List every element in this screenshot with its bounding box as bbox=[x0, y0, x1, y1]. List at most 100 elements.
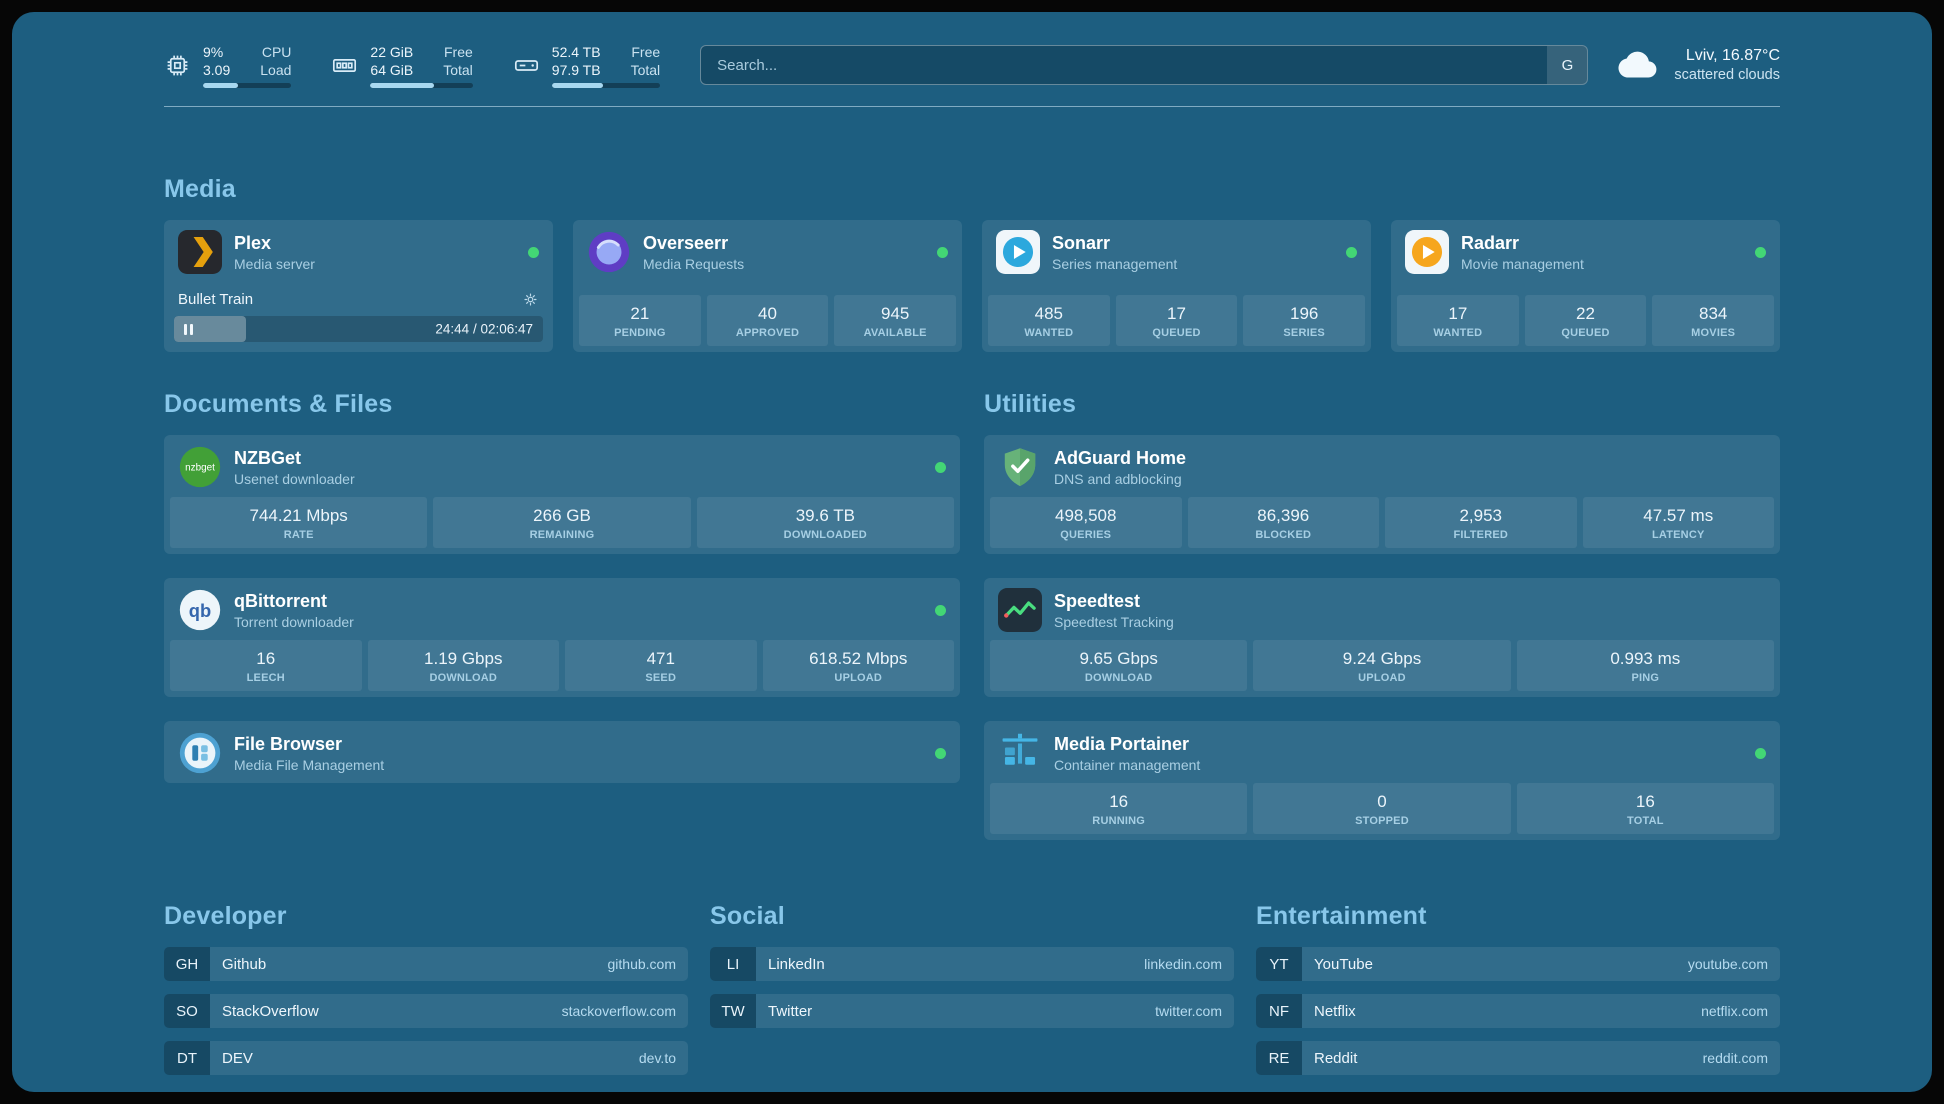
nzbget-card: nzbget NZBGet Usenet downloader 744.21 M… bbox=[164, 435, 960, 554]
search-bar: G bbox=[700, 45, 1589, 85]
stat-latency: 47.57 ms LATENCY bbox=[1582, 497, 1774, 548]
bookmark-name: Twitter bbox=[768, 1002, 813, 1020]
portainer-icon bbox=[998, 731, 1042, 775]
svg-text:nzbget: nzbget bbox=[185, 463, 215, 474]
gear-icon[interactable] bbox=[522, 291, 539, 308]
bookmark-domain: linkedin.com bbox=[1144, 956, 1222, 972]
sonarr-service-link[interactable]: Sonarr Series management bbox=[982, 220, 1371, 282]
radarr-service-link[interactable]: Radarr Movie management bbox=[1391, 220, 1780, 282]
playback-progress-bar[interactable]: 24:44 / 02:06:47 bbox=[174, 316, 543, 342]
bookmarks-developer: Developer GH Github github.com SO StackO… bbox=[164, 902, 688, 1075]
weather-widget[interactable]: Lviv, 16.87°C scattered clouds bbox=[1616, 42, 1780, 88]
stat-wanted: 17 WANTED bbox=[1397, 295, 1519, 346]
bookmark-netflix[interactable]: NF Netflix netflix.com bbox=[1256, 994, 1780, 1028]
bookmark-domain: youtube.com bbox=[1687, 956, 1768, 972]
stat-download: 1.19 Gbps DOWNLOAD bbox=[367, 640, 559, 691]
stat-rate: 744.21 Mbps RATE bbox=[170, 497, 428, 548]
bookmark-body: StackOverflow stackoverflow.com bbox=[210, 994, 688, 1028]
stat-queued: 22 QUEUED bbox=[1524, 295, 1647, 346]
portainer-stats: 16 RUNNING 0 STOPPED 16 TOTAL bbox=[984, 783, 1780, 840]
qbittorrent-icon: qb bbox=[178, 588, 222, 632]
bookmarks-title-entertainment: Entertainment bbox=[1256, 902, 1427, 930]
stat-downloaded: 39.6 TB DOWNLOADED bbox=[696, 497, 954, 548]
sonarr-card: Sonarr Series management 485 WANTED 17 Q… bbox=[982, 220, 1371, 352]
bookmark-name: StackOverflow bbox=[222, 1002, 319, 1020]
nzbget-service-link[interactable]: nzbget NZBGet Usenet downloader bbox=[164, 435, 960, 497]
plex-now-playing: Bullet Train bbox=[164, 291, 553, 352]
bookmark-reddit[interactable]: RE Reddit reddit.com bbox=[1256, 1041, 1780, 1075]
section-title-media: Media bbox=[164, 175, 236, 203]
stat-leech: 16 LEECH bbox=[170, 640, 362, 691]
playback-progress-fill bbox=[174, 316, 246, 342]
bookmark-abbr: LI bbox=[710, 947, 756, 981]
service-name: NZBGet bbox=[234, 448, 301, 468]
bookmark-body: YouTube youtube.com bbox=[1302, 947, 1780, 981]
stat-blocked: 86,396 BLOCKED bbox=[1187, 497, 1379, 548]
overseerr-icon bbox=[587, 230, 631, 274]
radarr-stats: 17 WANTED 22 QUEUED 834 MOVIES bbox=[1391, 295, 1780, 352]
bookmark-body: LinkedIn linkedin.com bbox=[756, 947, 1234, 981]
bookmark-abbr: YT bbox=[1256, 947, 1302, 981]
service-subtitle: Media Requests bbox=[643, 256, 745, 272]
memory-progress-fill bbox=[370, 82, 434, 88]
memory-widget: 22 GiB Free 64 GiB Total bbox=[331, 43, 473, 88]
service-subtitle: Speedtest Tracking bbox=[1054, 614, 1174, 630]
stat-pending: 21 PENDING bbox=[579, 295, 701, 346]
bookmark-dev[interactable]: DT DEV dev.to bbox=[164, 1041, 688, 1075]
memory-icon bbox=[331, 52, 358, 79]
adguard-service-link[interactable]: AdGuard Home DNS and adblocking bbox=[984, 435, 1780, 497]
qbittorrent-card: qb qBittorrent Torrent downloader 16 LEE… bbox=[164, 578, 960, 697]
stat-running: 16 RUNNING bbox=[990, 783, 1248, 834]
service-name: Speedtest bbox=[1054, 591, 1141, 611]
plex-card: Plex Media server Bullet Train bbox=[164, 220, 553, 352]
overseerr-service-link[interactable]: Overseerr Media Requests bbox=[573, 220, 962, 282]
speedtest-service-link[interactable]: Speedtest Speedtest Tracking bbox=[984, 578, 1780, 640]
stat-upload: 9.24 Gbps UPLOAD bbox=[1253, 640, 1511, 691]
now-playing-title: Bullet Train bbox=[178, 291, 254, 308]
status-dot bbox=[1346, 246, 1357, 258]
disk-free-label: Free bbox=[631, 43, 661, 60]
bookmark-name: Netflix bbox=[1314, 1002, 1356, 1020]
topbar-divider bbox=[164, 106, 1780, 107]
bookmark-abbr: SO bbox=[164, 994, 210, 1028]
playback-time: 24:44 / 02:06:47 bbox=[435, 321, 533, 337]
bookmark-twitter[interactable]: TW Twitter twitter.com bbox=[710, 994, 1234, 1028]
cpu-progress-track bbox=[203, 82, 292, 88]
search-provider-button[interactable]: G bbox=[1547, 46, 1588, 84]
portainer-card: Media Portainer Container management 16 … bbox=[984, 721, 1780, 840]
nzbget-icon: nzbget bbox=[178, 445, 222, 489]
status-dot bbox=[937, 246, 948, 258]
stat-ping: 0.993 ms PING bbox=[1516, 640, 1774, 691]
bookmarks-title-developer: Developer bbox=[164, 902, 287, 930]
status-dot bbox=[528, 246, 539, 258]
service-name: Plex bbox=[234, 233, 272, 253]
bookmark-github[interactable]: GH Github github.com bbox=[164, 947, 688, 981]
pause-icon bbox=[184, 323, 193, 335]
bookmark-youtube[interactable]: YT YouTube youtube.com bbox=[1256, 947, 1780, 981]
bookmark-body: Github github.com bbox=[210, 947, 688, 981]
stat-wanted: 485 WANTED bbox=[988, 295, 1110, 346]
service-name: Sonarr bbox=[1052, 233, 1111, 253]
cpu-usage-value: 9% bbox=[203, 43, 224, 60]
bookmark-stackoverflow[interactable]: SO StackOverflow stackoverflow.com bbox=[164, 994, 688, 1028]
weather-location: Lviv, 16.87°C bbox=[1685, 47, 1780, 64]
overseerr-card: Overseerr Media Requests 21 PENDING 40 A… bbox=[573, 220, 962, 352]
filebrowser-service-link[interactable]: File Browser Media File Management bbox=[164, 721, 960, 783]
bookmark-domain: dev.to bbox=[638, 1050, 676, 1066]
bookmark-domain: twitter.com bbox=[1155, 1003, 1222, 1019]
portainer-service-link[interactable]: Media Portainer Container management bbox=[984, 721, 1780, 783]
search-input[interactable] bbox=[700, 45, 1589, 85]
bookmark-linkedin[interactable]: LI LinkedIn linkedin.com bbox=[710, 947, 1234, 981]
bookmark-body: Reddit reddit.com bbox=[1302, 1041, 1780, 1075]
status-dot bbox=[935, 747, 946, 759]
bookmark-domain: reddit.com bbox=[1702, 1050, 1768, 1066]
speedtest-card: Speedtest Speedtest Tracking 9.65 Gbps D… bbox=[984, 578, 1780, 697]
plex-service-link[interactable]: Plex Media server bbox=[164, 220, 553, 282]
cpu-icon bbox=[164, 52, 191, 79]
status-dot bbox=[1755, 246, 1766, 258]
bookmark-name: Reddit bbox=[1314, 1049, 1358, 1067]
service-name: Radarr bbox=[1461, 233, 1520, 253]
qbittorrent-service-link[interactable]: qb qBittorrent Torrent downloader bbox=[164, 578, 960, 640]
cpu-stats: 9% CPU 3.09 Load bbox=[203, 43, 292, 88]
bookmark-body: DEV dev.to bbox=[210, 1041, 688, 1075]
